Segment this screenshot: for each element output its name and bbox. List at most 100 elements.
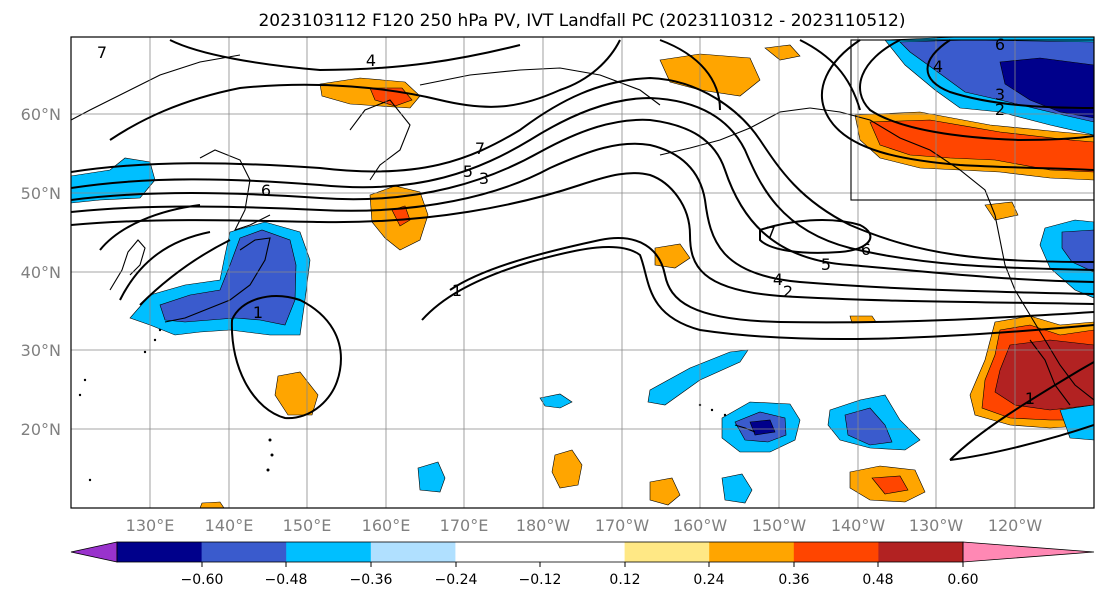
coastline [71,54,241,121]
longitude-labels: 130°E 140°E 150°E 160°E 170°E 180°W 170°… [126,516,1043,535]
contour-label: 6 [861,240,871,259]
lat-label: 60°N [21,105,61,124]
colorbar-tick-label: −0.60 [181,572,224,588]
coastline [734,424,756,433]
lon-label: 120°W [988,516,1043,535]
contour-line [71,76,1094,263]
anomaly-region [984,201,1019,221]
contour-label: 2 [995,100,1005,119]
contour-label: 4 [366,51,376,70]
colorbar-tick-label: 0.48 [862,572,893,588]
contour-line [759,219,872,254]
anomaly-region [764,44,801,61]
lon-label: 150°E [283,516,332,535]
coastline [419,67,661,106]
lon-label: 130°W [909,516,964,535]
contour-line [71,172,1094,305]
colorbar-tick-label: 0.12 [609,572,640,588]
colorbar-segment [793,542,879,562]
colorbar-tick-label: 0.24 [693,572,724,588]
anomaly-region [551,449,583,489]
lon-label: 130°E [126,516,175,535]
contour-line [926,39,1094,109]
colorbar-tick-labels: −0.60 −0.48 −0.36 −0.24 −0.12 0.12 0.24 … [181,572,979,588]
contour-label: 7 [97,43,107,62]
contour-label: 4 [933,57,943,76]
coastline [109,239,146,291]
contour-label: 4 [773,270,783,289]
contour-line [109,39,621,141]
contour-line [71,142,1094,295]
shaded-field [71,37,1094,508]
coastline [164,237,271,323]
anomaly-region [417,461,446,493]
colorbar-segment [286,542,372,562]
figure-title: 2023103112 F120 250 hPa PV, IVT Landfall… [258,11,905,31]
lon-label: 140°W [831,516,886,535]
anomaly-region [871,475,909,495]
lat-label: 30°N [21,341,61,360]
map-frame [70,36,1095,509]
lat-label: 20°N [21,420,61,439]
colorbar-under-arrow [70,541,118,563]
lon-label: 140°E [205,516,254,535]
colorbar-segment [709,542,795,562]
contour-line [139,239,342,420]
contour-label: 5 [463,162,473,181]
coastline [809,107,996,216]
contour-label: 1 [452,281,462,300]
anomaly-region [654,243,691,269]
colorbar-tick-label: −0.12 [519,572,562,588]
contour-line [949,361,1094,461]
colorbar-segments [117,542,964,562]
anomaly-region [994,339,1094,411]
anomaly-region [844,407,893,446]
contour-line [99,204,211,301]
contour-label: 7 [766,223,776,242]
colorbar-tick-label: 0.36 [778,572,809,588]
anomaly-region [649,477,681,506]
lon-label: 170°E [440,516,489,535]
colorbar-segment [878,542,964,562]
contour-label: 6 [995,35,1005,54]
contour-lines [71,39,1094,461]
colorbar-segment [624,542,710,562]
anomaly-region [721,473,753,504]
colorbar-segment [455,542,541,562]
contour-line [659,39,861,111]
lon-label: 180°W [516,516,571,535]
landfall-region-box [850,39,1094,201]
colorbar-segment [370,542,456,562]
map-panel: 7 4 6 7 5 3 1 1 7 6 5 4 2 6 4 3 2 1 [70,35,1095,509]
contour-labels: 7 4 6 7 5 3 1 1 7 6 5 4 2 6 4 3 2 1 [97,35,1035,408]
contour-label: 2 [783,282,793,301]
lat-label: 50°N [21,184,61,203]
anomaly-region [199,501,225,508]
colorbar: −0.60 −0.48 −0.36 −0.24 −0.12 0.12 0.24 … [70,541,1095,588]
contour-line [169,39,521,72]
colorbar-tick-label: −0.24 [435,572,478,588]
contour-label: 1 [253,303,263,322]
coastline [349,99,411,181]
contour-label: 7 [475,139,485,158]
contour-label: 3 [479,169,489,188]
lon-label: 160°W [673,516,728,535]
contour-line [71,96,1094,271]
colorbar-segment [117,542,203,562]
anomaly-region [749,419,776,436]
contour-line [859,39,1094,142]
colorbar-tick-label: 0.60 [947,572,978,588]
lon-label: 150°W [752,516,807,535]
contour-line [421,245,1094,341]
colorbar-over-arrow [962,541,1095,563]
anomaly-region [647,349,749,406]
latitude-labels: 60°N 50°N 40°N 30°N 20°N [21,105,61,439]
contour-line [71,118,1094,283]
lon-label: 160°E [362,516,411,535]
coastlines [71,54,1094,433]
anomaly-region [869,119,1094,173]
colorbar-tick-label: −0.48 [265,572,308,588]
colorbar-ticks [201,562,964,567]
contour-label: 1 [1025,389,1035,408]
